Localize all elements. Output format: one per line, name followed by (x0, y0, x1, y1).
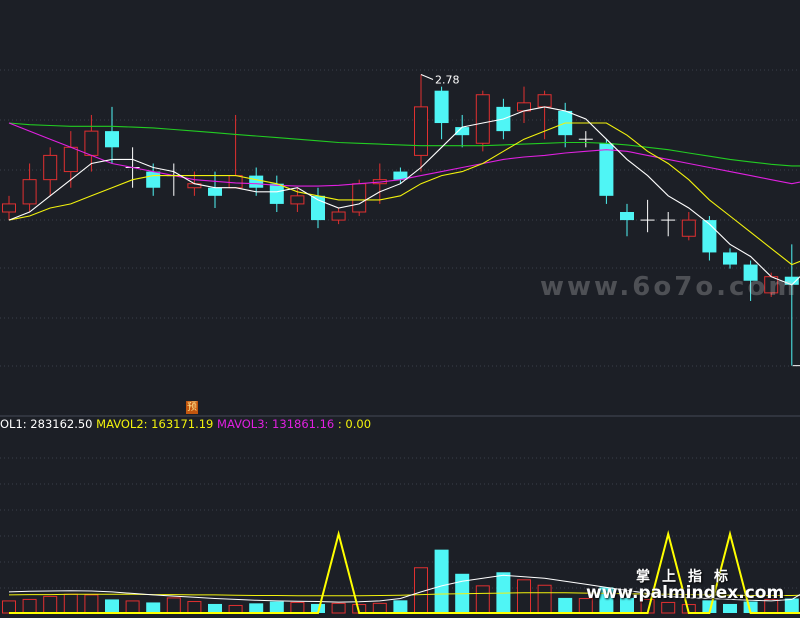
volume-bar (620, 597, 634, 613)
volume-bar (743, 601, 758, 613)
candle-body (2, 203, 16, 213)
price-annotations: 2.782.42 (420, 74, 800, 367)
volume-bar (43, 595, 58, 614)
volume-bar (125, 600, 140, 614)
candle-body (208, 187, 222, 196)
candle-body (414, 106, 428, 156)
candle-body (784, 276, 799, 285)
volume-bar (393, 600, 408, 613)
extra-label: : 0.00 (337, 417, 372, 431)
candle-body (228, 175, 243, 189)
candle-body (537, 94, 552, 108)
mavol3-label: MAVOL3: 131861.16 (217, 417, 335, 431)
candle-body (331, 211, 346, 221)
volume-bar (269, 601, 284, 613)
volume-bar (784, 598, 799, 613)
watermark-main: www.6o7o.com (540, 272, 799, 302)
candle-body (43, 154, 58, 181)
mavol2-label: MAVOL2: 163171.19 (96, 417, 214, 431)
volume-bar (22, 598, 37, 614)
volume-bar (723, 603, 737, 613)
volume-bar (208, 603, 222, 613)
candle-body (311, 195, 325, 221)
watermark-site: www.palmindex.com (586, 583, 785, 603)
moving-average-lines (8, 106, 800, 286)
candle-body (723, 252, 737, 265)
candle-body (352, 183, 367, 213)
volume-bar (84, 594, 99, 614)
candle-body (269, 183, 284, 204)
high-arrow (420, 74, 434, 80)
candle-body (475, 94, 490, 144)
candle-body (249, 175, 264, 188)
forecast-badge[interactable]: 预 (186, 401, 198, 414)
candle-body (599, 143, 614, 196)
candle-body (105, 131, 119, 148)
volume-average-lines (8, 530, 800, 614)
ma-magenta-line (8, 122, 800, 187)
volume-bar (311, 603, 325, 613)
ma-yellow-line (8, 122, 800, 266)
vol-label: OL1: 283162.50 (0, 417, 93, 431)
high-price-label: 2.78 (435, 74, 460, 87)
watermark-cn: 掌上指标 (636, 569, 740, 585)
volume-bar (475, 585, 490, 614)
volume-legend: OL1: 283162.50 MAVOL2: 163171.19 MAVOL3:… (0, 417, 371, 431)
candle-body (434, 90, 449, 124)
volume-bar (517, 579, 531, 614)
volume-bar (105, 599, 119, 613)
ma-green-line (8, 122, 800, 167)
candle-body (22, 179, 37, 205)
volume-bar (187, 601, 202, 614)
volume-bar (228, 604, 243, 614)
volume-bar (146, 602, 161, 613)
volume-bar (290, 601, 305, 614)
volume-bar (249, 603, 264, 613)
volume-bar (661, 601, 676, 614)
candle-body (146, 171, 161, 188)
volume-bar (63, 593, 78, 614)
volume-bar (558, 597, 573, 613)
candle-body (63, 146, 78, 173)
volume-bar (166, 597, 181, 614)
volume-bar (537, 584, 552, 614)
mavol-white-line (8, 574, 800, 603)
candle-body (743, 264, 758, 281)
grid-lines (0, 69, 800, 589)
ma-white-line (8, 106, 800, 286)
candle-body (84, 130, 99, 156)
candle-body (455, 127, 470, 136)
signal-line (9, 530, 800, 614)
volume-bar (2, 600, 16, 614)
candle-body (393, 171, 408, 180)
volume-bar (331, 602, 346, 614)
volume-bar (372, 602, 387, 614)
volume-bar (434, 549, 449, 613)
candle-body (290, 195, 305, 205)
candle-body (702, 220, 717, 253)
candle-body (681, 219, 696, 237)
candle-body (620, 212, 634, 221)
